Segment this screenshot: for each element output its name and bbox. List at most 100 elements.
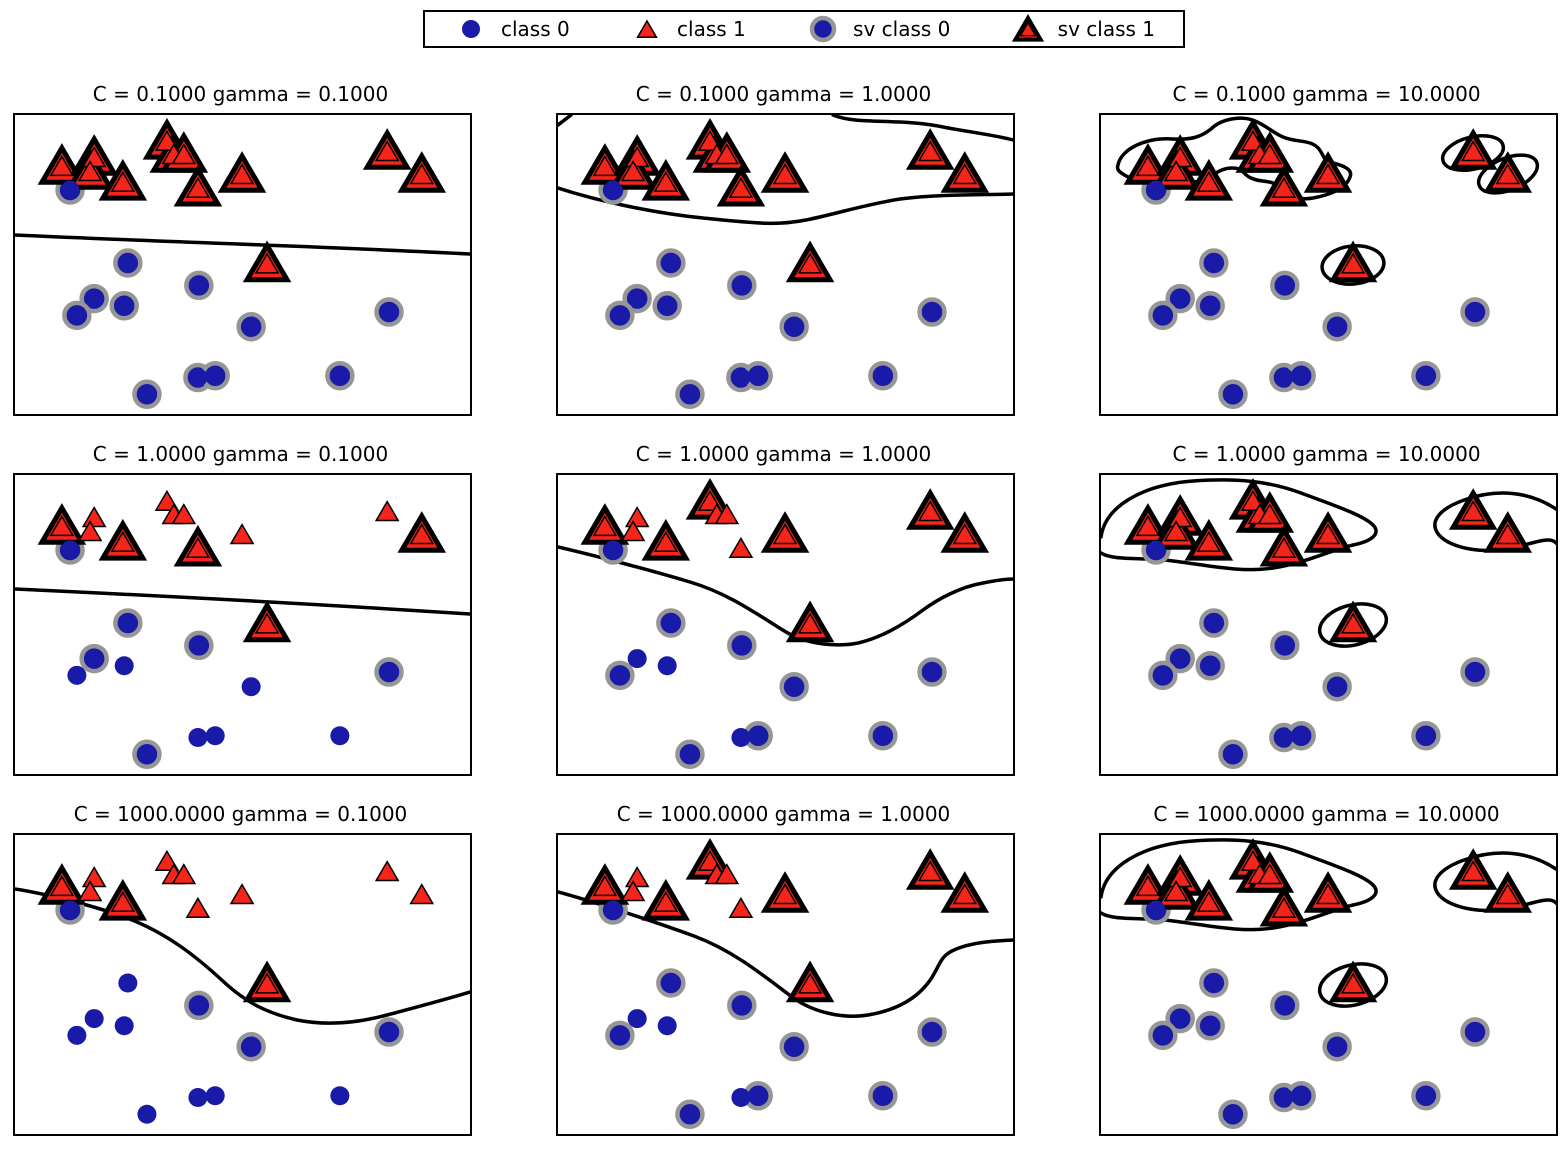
class0-point <box>784 677 804 697</box>
class1-point <box>1340 252 1366 274</box>
class0-point <box>731 728 751 748</box>
class1-point <box>77 880 103 902</box>
class0-point <box>627 1009 647 1029</box>
class0-point <box>379 662 399 682</box>
class0-point <box>1153 665 1173 685</box>
class1-point <box>1315 883 1341 905</box>
class1-point <box>952 523 978 545</box>
class1-point <box>229 523 255 545</box>
class0-point <box>1327 1037 1347 1057</box>
sv-circle-icon <box>809 15 837 43</box>
class1-point <box>952 163 978 185</box>
class1-point <box>772 163 798 185</box>
class1-point <box>714 863 740 885</box>
class1-point <box>110 890 136 913</box>
class0-point <box>330 366 350 386</box>
class1-point <box>110 530 136 553</box>
decision-boundary <box>1101 478 1378 572</box>
subplot-title-9: C = 1000.0000 gamma = 10.0000 <box>1153 802 1500 826</box>
class0-point <box>1291 726 1311 746</box>
class1-point <box>1163 880 1189 902</box>
subplot-title-7: C = 1000.0000 gamma = 0.1000 <box>73 802 408 826</box>
legend-sv0-marker <box>815 21 832 37</box>
subplot-6 <box>1099 473 1558 776</box>
class0-point <box>60 540 80 560</box>
legend-class0-marker <box>462 20 480 38</box>
class0-point <box>661 253 681 273</box>
class1-point <box>1340 612 1366 634</box>
class1-point <box>171 503 197 525</box>
class0-point <box>1204 613 1224 633</box>
class1-point <box>1271 536 1297 559</box>
class1-point <box>81 146 107 168</box>
class1-point <box>620 880 646 902</box>
subplot-title-8: C = 1000.0000 gamma = 1.0000 <box>616 802 951 826</box>
class0-point <box>1204 253 1224 273</box>
class1-point <box>110 170 136 193</box>
class1-point <box>1257 863 1283 885</box>
decision-boundary <box>1101 838 1378 932</box>
class0-point <box>241 1037 261 1057</box>
class1-point <box>1460 500 1486 522</box>
class0-point <box>241 677 261 697</box>
legend-item-class-0: class 0 <box>453 13 570 45</box>
class1-point <box>592 515 618 537</box>
class0-point <box>784 1037 804 1057</box>
class0-point <box>603 540 623 560</box>
class0-point <box>873 1086 893 1106</box>
class1-point <box>81 866 107 888</box>
class1-point <box>624 146 650 168</box>
class0-point <box>731 368 751 388</box>
class0-point <box>188 368 208 388</box>
subplot-title-1: C = 0.1000 gamma = 0.1000 <box>92 82 389 106</box>
legend-label: class 1 <box>677 17 746 41</box>
legend-sv1-inner <box>1019 21 1037 37</box>
subplot-title-6: C = 1.0000 gamma = 10.0000 <box>1172 442 1481 466</box>
class1-point <box>1167 506 1193 528</box>
class1-point <box>254 252 280 274</box>
subplot-5 <box>556 473 1015 776</box>
legend: class 0 class 1 sv class 0 sv class 1 <box>423 10 1185 48</box>
class0-point <box>1291 1086 1311 1106</box>
class0-point <box>610 305 630 325</box>
class1-point <box>1495 523 1521 545</box>
class0-point <box>922 662 942 682</box>
class1-point <box>728 536 754 559</box>
class1-point <box>653 530 679 553</box>
decision-boundary <box>1433 491 1556 553</box>
class1-point <box>1135 515 1161 537</box>
class1-point <box>254 612 280 634</box>
class0-point <box>1465 662 1485 682</box>
class0-point <box>657 296 677 316</box>
class1-point <box>1163 520 1189 542</box>
class1-point <box>620 520 646 542</box>
class0-point <box>189 995 209 1015</box>
class0-point <box>1170 289 1190 309</box>
class0-point <box>657 1016 677 1036</box>
class0-point <box>732 275 752 295</box>
class0-point <box>189 635 209 655</box>
class1-point <box>1315 523 1341 545</box>
class1-point <box>229 883 255 905</box>
class1-point <box>1167 866 1193 888</box>
subplot-4 <box>13 473 472 776</box>
class0-point <box>1170 649 1190 669</box>
class1-point <box>1495 883 1521 905</box>
class0-point <box>137 744 157 764</box>
decision-boundary <box>831 115 1013 142</box>
subplot-title-4: C = 1.0000 gamma = 0.1000 <box>92 442 389 466</box>
class0-point <box>610 1025 630 1045</box>
class1-point <box>374 140 400 162</box>
class0-point <box>205 1086 225 1106</box>
class0-point <box>84 649 104 669</box>
class0-point <box>379 1022 399 1042</box>
class1-point <box>49 155 75 177</box>
class0-point <box>784 317 804 337</box>
decision-boundary <box>1433 851 1556 913</box>
class1-point <box>1135 875 1161 897</box>
legend-item-sv-class-1: sv class 1 <box>1010 13 1155 45</box>
legend-label: class 0 <box>501 17 570 41</box>
class1-point <box>185 176 211 199</box>
class1-point <box>1271 896 1297 919</box>
class1-point <box>797 252 823 274</box>
